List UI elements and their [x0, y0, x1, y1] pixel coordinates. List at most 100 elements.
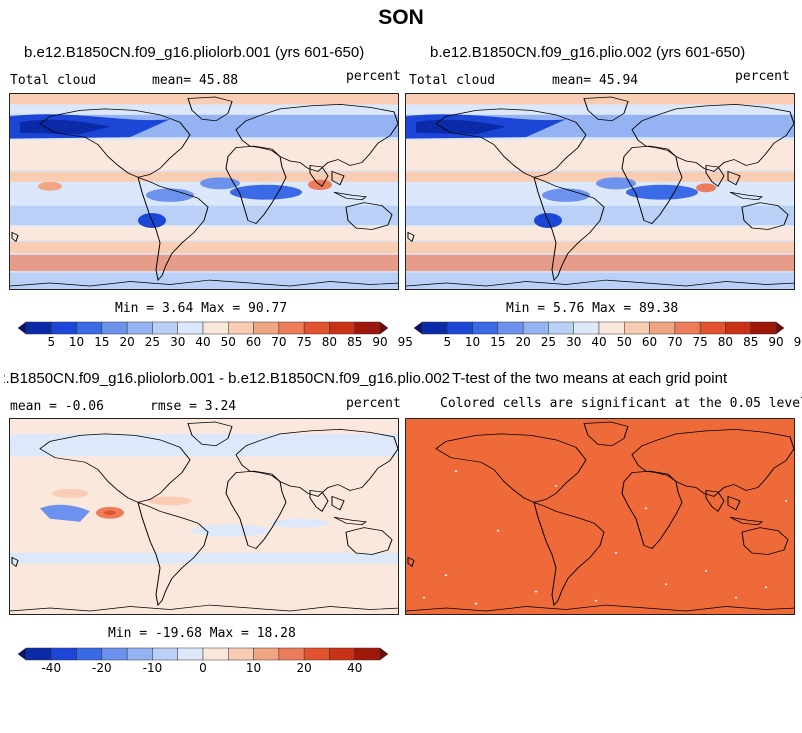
panel4-map [405, 418, 795, 615]
colorbar-tick-label: 25 [144, 335, 161, 349]
colorbar-swatch [497, 321, 524, 335]
colorbar-tick-label: 95 [397, 335, 413, 349]
panel2-colorbar [413, 321, 785, 335]
colorbar-swatch [278, 321, 305, 335]
colorbar-tick-label: -40 [41, 661, 62, 675]
panel1-mean-label: mean= 45.88 [152, 73, 239, 88]
colorbar-swatch [228, 321, 254, 335]
panel1-variable-label: Total cloud [10, 73, 97, 88]
colorbar-tick-label: 30 [170, 335, 186, 349]
colorbar-swatch [472, 321, 499, 335]
colorbar-tick-label: 30 [566, 335, 582, 349]
colorbar-tick-label: 95 [793, 335, 802, 349]
colorbar-swatch [421, 321, 448, 335]
panel3-colorbar [17, 647, 389, 661]
colorbar-swatch [447, 321, 473, 335]
colorbar-tick-label: 40 [195, 335, 211, 349]
panel3-rmse-label: rmse = 3.24 [150, 399, 237, 414]
colorbar-swatch [76, 321, 103, 335]
panel1-min-max: Min = 3.64 Max = 90.77 [115, 301, 288, 316]
figure-title: SON [378, 6, 424, 29]
colorbar-swatch [51, 321, 77, 335]
panel4-title: T-test of the two means at each grid poi… [452, 370, 728, 387]
colorbar-tick-label: 10 [245, 661, 262, 675]
colorbar-tick-label: 40 [347, 661, 363, 675]
colorbar-swatch [725, 321, 751, 335]
panel3-mean-label: mean = -0.06 [10, 399, 104, 414]
colorbar-tick-label: 25 [540, 335, 557, 349]
panel2-mean-label: mean= 45.94 [552, 73, 639, 88]
colorbar-swatch [329, 647, 355, 661]
colorbar-swatch [152, 321, 178, 335]
panel3-title: b.e12.B1850CN.f09_g16.pliolorb.001 - b.e… [4, 370, 450, 387]
colorbar-swatch [354, 321, 381, 335]
colorbar-tick-label: 75 [296, 335, 312, 349]
colorbar-swatch [522, 321, 549, 335]
colorbar-tick-label: 20 [119, 335, 135, 349]
colorbar-swatch [750, 321, 777, 335]
colorbar-swatch [51, 647, 77, 661]
colorbar-tick-label: 50 [220, 335, 236, 349]
colorbar-swatch [573, 321, 600, 335]
colorbar-swatch [76, 647, 103, 661]
colorbar-swatch [253, 321, 280, 335]
colorbar-swatch [17, 321, 27, 335]
colorbar-swatch [202, 321, 229, 335]
colorbar-tick-label: 90 [768, 335, 784, 349]
colorbar-swatch [253, 647, 280, 661]
colorbar-tick-label: 80 [321, 335, 338, 349]
colorbar-tick-label: -20 [92, 661, 112, 675]
colorbar-tick-label: 80 [717, 335, 734, 349]
colorbar-swatch [775, 321, 785, 335]
colorbar-swatch [152, 647, 178, 661]
panel3-min-max: Min = -19.68 Max = 18.28 [108, 626, 296, 641]
panel2-title: b.e12.B1850CN.f09_g16.plio.002 (yrs 601-… [430, 44, 746, 61]
colorbar-tick-label: 90 [372, 335, 388, 349]
colorbar-tick-label: 60 [641, 335, 658, 349]
colorbar-swatch [303, 321, 330, 335]
colorbar-tick-label: 70 [271, 335, 287, 349]
colorbar-swatch [101, 321, 128, 335]
colorbar-tick-label: 70 [667, 335, 683, 349]
colorbar-tick-label: 20 [515, 335, 531, 349]
colorbar-swatch [278, 647, 305, 661]
colorbar-swatch [413, 321, 423, 335]
colorbar-swatch [228, 647, 254, 661]
colorbar-tick-label: 5 [443, 335, 452, 349]
colorbar-tick-label: 50 [616, 335, 632, 349]
colorbar-tick-label: 85 [347, 335, 363, 349]
colorbar-swatch [202, 647, 229, 661]
colorbar-swatch [25, 647, 52, 661]
colorbar-swatch [674, 321, 701, 335]
panel2-map [405, 93, 795, 290]
colorbar-swatch [177, 647, 204, 661]
colorbar-swatch [598, 321, 625, 335]
colorbar-tick-label: -10 [142, 661, 163, 675]
colorbar-tick-label: 40 [591, 335, 607, 349]
panel3-units-label: percent [346, 396, 401, 411]
colorbar-swatch [329, 321, 355, 335]
colorbar-swatch [101, 647, 128, 661]
colorbar-swatch [699, 321, 726, 335]
colorbar-tick-label: 15 [94, 335, 110, 349]
colorbar-tick-label: 10 [464, 335, 481, 349]
colorbar-tick-label: 15 [490, 335, 506, 349]
panel1-colorbar [17, 321, 389, 335]
panel2-variable-label: Total cloud [409, 73, 496, 88]
colorbar-swatch [354, 647, 381, 661]
colorbar-swatch [126, 647, 153, 661]
colorbar-swatch [126, 321, 153, 335]
colorbar-tick-label: 10 [68, 335, 85, 349]
panel1-map [9, 93, 399, 290]
colorbar-tick-label: 0 [199, 661, 207, 675]
panel3-map [9, 418, 399, 615]
panel2-units-label: percent [735, 69, 790, 84]
colorbar-tick-label: 5 [47, 335, 56, 349]
panel2-min-max: Min = 5.76 Max = 89.38 [506, 301, 679, 316]
colorbar-swatch [649, 321, 676, 335]
colorbar-swatch [303, 647, 330, 661]
colorbar-tick-label: 75 [692, 335, 708, 349]
colorbar-swatch [379, 647, 389, 661]
colorbar-swatch [17, 647, 27, 661]
panel1-title: b.e12.B1850CN.f09_g16.pliolorb.001 (yrs … [24, 44, 365, 61]
